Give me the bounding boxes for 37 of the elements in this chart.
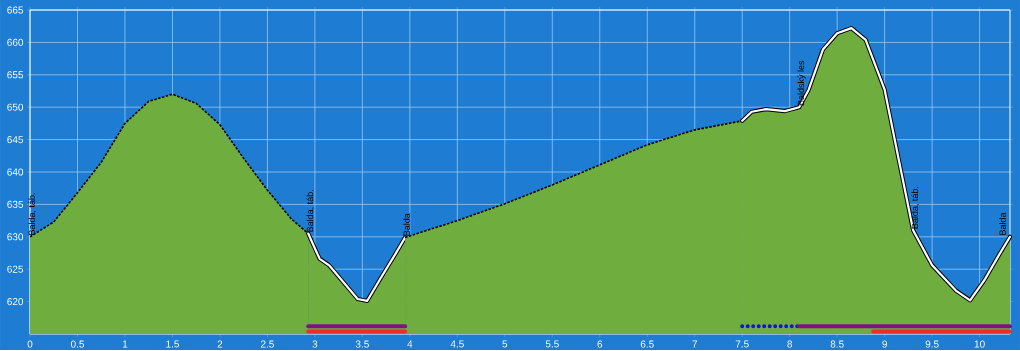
x-tick-label: 3.5 xyxy=(355,340,369,348)
x-tick-label: 10 xyxy=(974,340,985,348)
x-tick-label: 5 xyxy=(502,340,508,348)
y-tick-label: 665 xyxy=(7,6,24,14)
x-tick-label: 0.5 xyxy=(70,340,85,348)
x-tick-label: 6 xyxy=(597,340,603,348)
annotation: Balda, táb. xyxy=(28,193,36,235)
x-tick-label: 4 xyxy=(407,340,413,348)
x-tick-label: 7.5 xyxy=(735,340,749,348)
y-tick-label: 640 xyxy=(7,168,24,176)
x-tick-label: 1.5 xyxy=(166,340,179,348)
x-tick-label: 3 xyxy=(312,340,318,348)
x-tick-label: 7 xyxy=(692,340,698,348)
y-tick-label: 660 xyxy=(7,38,24,46)
y-tick-label: 630 xyxy=(7,233,24,241)
x-tick-label: 8 xyxy=(787,340,793,348)
y-tick-label: 655 xyxy=(7,71,24,79)
x-tick-label: 0 xyxy=(27,340,33,348)
annotation: Balda xyxy=(403,213,410,236)
x-tick-label: 8.5 xyxy=(830,340,844,348)
annotation: Balda, táb. xyxy=(306,190,315,232)
x-tick-label: 2.5 xyxy=(260,340,274,348)
y-tick-label: 650 xyxy=(7,103,24,111)
x-tick-label: 9.5 xyxy=(925,340,939,348)
y-tick-label: 635 xyxy=(7,200,24,208)
annotation: Balda, táb. xyxy=(911,186,920,229)
x-tick-label: 4.5 xyxy=(450,340,464,348)
x-tick-label: 9 xyxy=(882,340,887,348)
annotation: Baldský les xyxy=(797,60,806,106)
x-tick-label: 6.5 xyxy=(640,340,654,348)
y-tick-label: 625 xyxy=(7,265,24,273)
y-tick-label: 645 xyxy=(7,136,24,144)
x-tick-label: 2 xyxy=(217,340,223,348)
x-tick-label: 5.5 xyxy=(545,340,559,348)
x-tick-label: 1 xyxy=(122,340,128,348)
y-tick-label: 620 xyxy=(7,298,24,306)
annotation: Balda xyxy=(999,212,1006,235)
